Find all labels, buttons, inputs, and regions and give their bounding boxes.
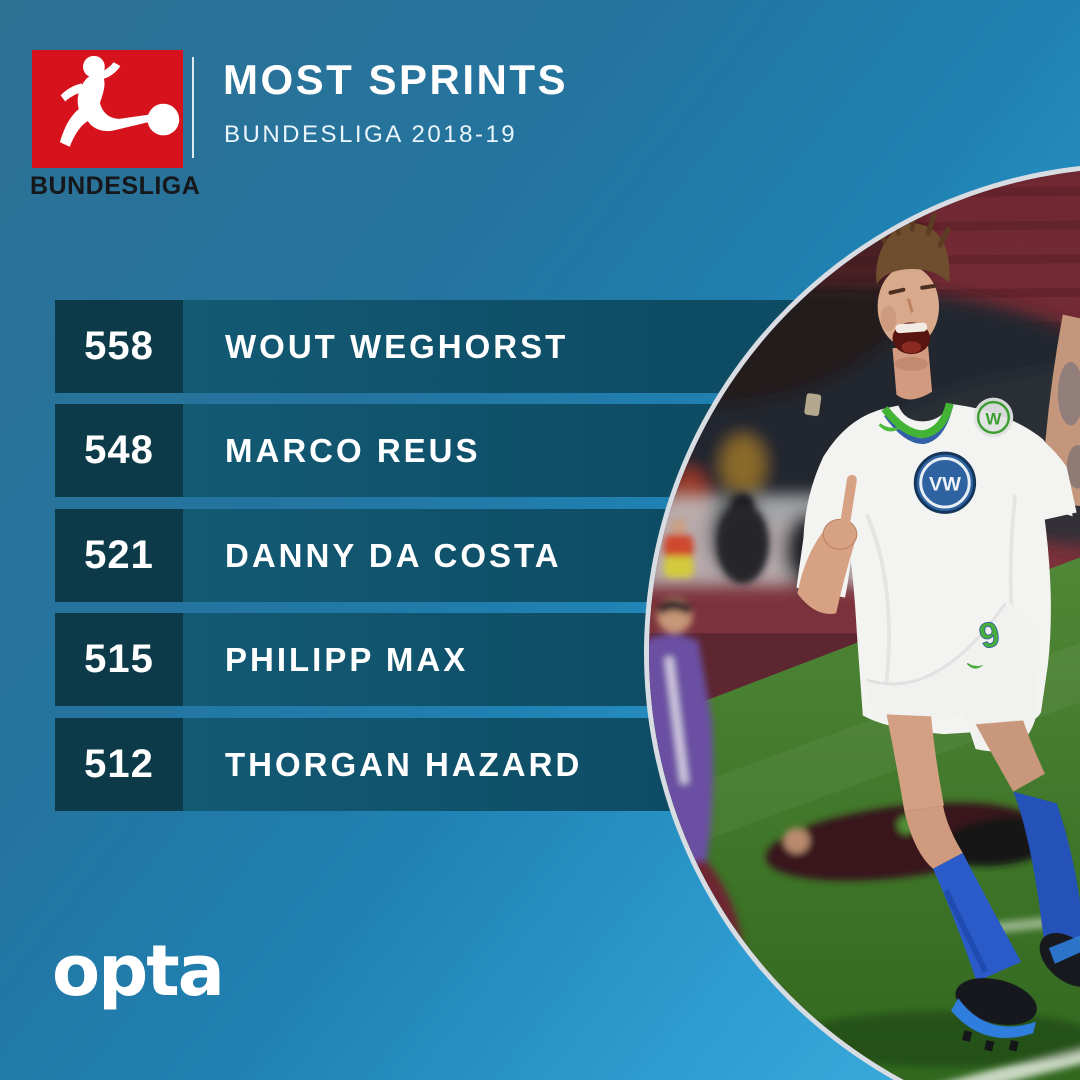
player-shadow [792, 1011, 1080, 1067]
sprint-value: 558 [55, 300, 183, 393]
bundesliga-player-icon [59, 55, 180, 147]
celebrating-player: W VW 9 [796, 207, 1080, 1052]
club-crest: W [973, 397, 1014, 438]
cup-badge [804, 393, 822, 417]
sprint-value: 512 [55, 718, 183, 811]
steward [663, 518, 694, 578]
sprint-value: 521 [55, 509, 183, 602]
nike-swoosh-icon [878, 423, 903, 432]
svg-text:W: W [986, 409, 1002, 428]
bundesliga-logo [32, 50, 183, 168]
cameraman [717, 493, 769, 584]
page-subtitle: BUNDESLIGA 2018-19 [224, 121, 518, 148]
back-boot [1039, 932, 1080, 987]
sprint-value: 548 [55, 404, 183, 497]
svg-text:VW: VW [929, 474, 961, 496]
page-title: MOST SPRINTS [223, 56, 569, 103]
bundesliga-wordmark: BUNDESLIGA [30, 172, 201, 200]
opta-logo: opta [52, 930, 225, 1012]
front-boot [951, 978, 1037, 1052]
header-divider [192, 57, 194, 158]
sprint-value: 515 [55, 613, 183, 706]
vw-sponsor-badge: VW [913, 451, 977, 514]
